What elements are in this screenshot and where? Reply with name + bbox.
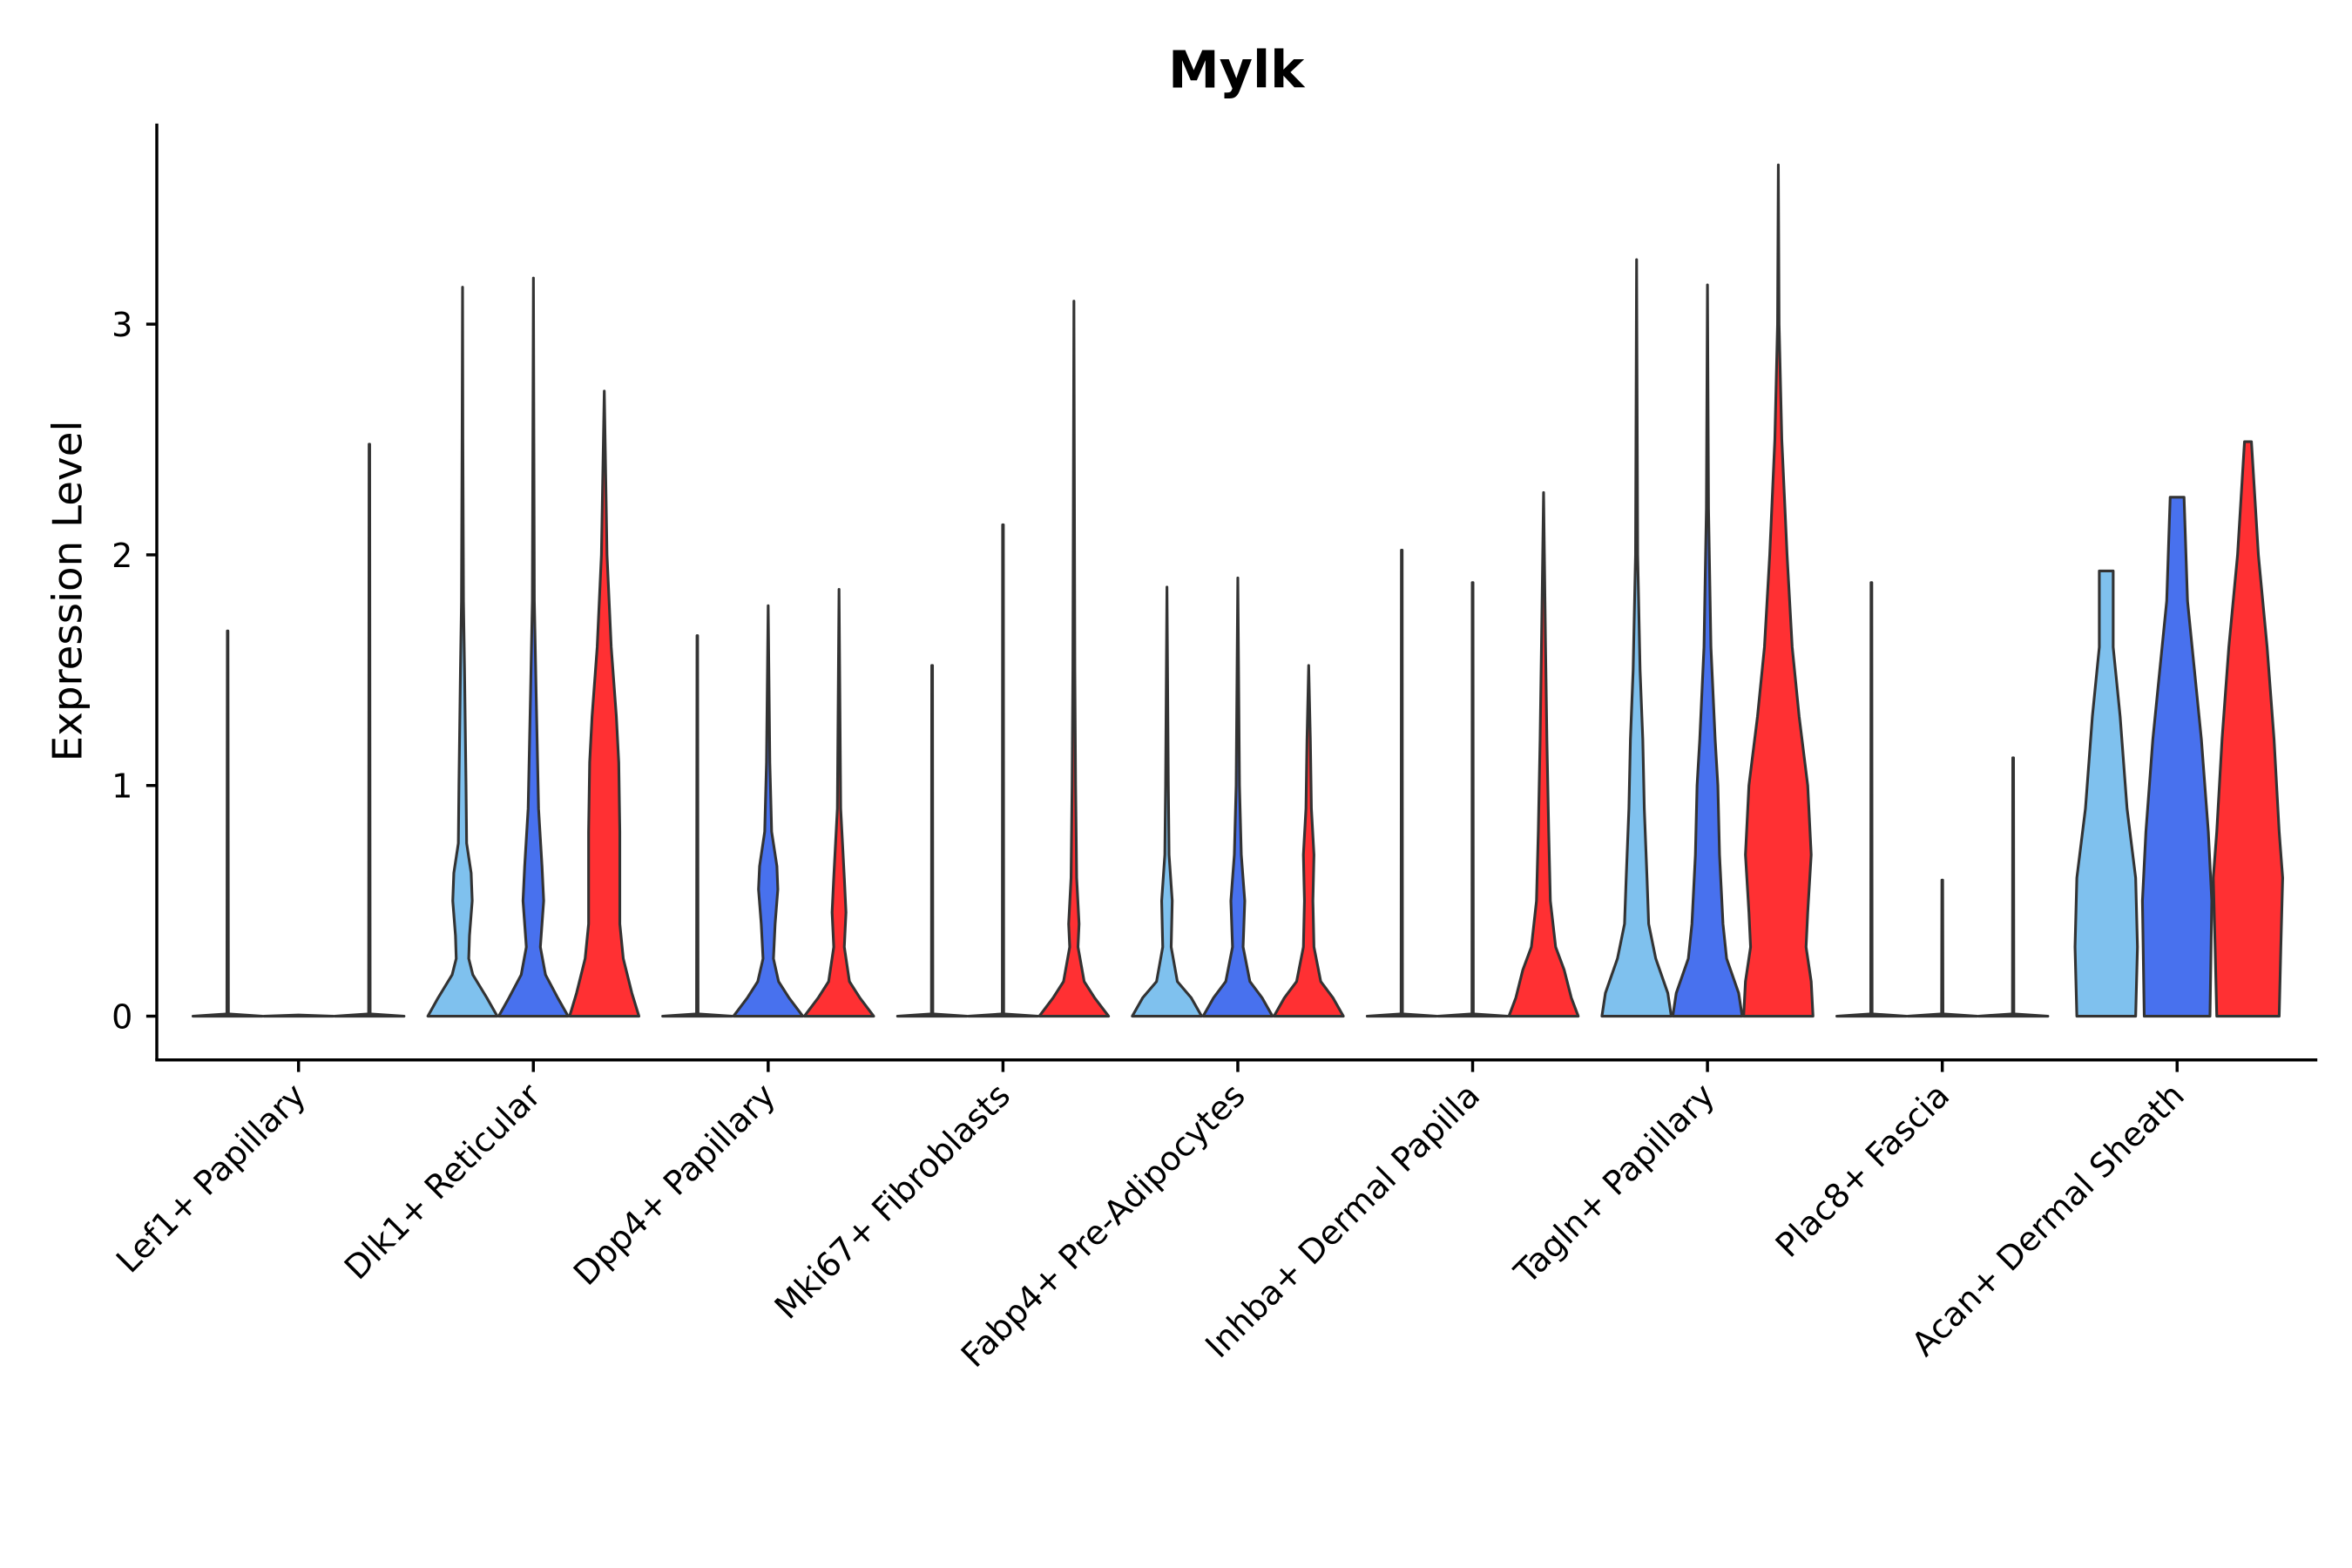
violin-lef1-papillary-1 xyxy=(191,629,264,1018)
y-tick-label: 0 xyxy=(112,997,132,1036)
violins-layer xyxy=(191,163,2284,1018)
x-tick-label: Lef1+ Papillary xyxy=(109,1076,313,1280)
x-tick-label: Inhba+ Dermal Papilla xyxy=(1198,1076,1487,1365)
y-tick-label: 1 xyxy=(112,767,132,806)
x-tick-label: Plac8+ Fascia xyxy=(1768,1076,1957,1265)
y-ticks: 0 1 2 3 xyxy=(112,306,157,1036)
violin-acan-dermal-sheath-3 xyxy=(2212,440,2284,1018)
violin-dpp4-papillary-3 xyxy=(802,588,875,1018)
y-axis-label: Expression Level xyxy=(44,421,91,762)
violin-fabp4-pre-adipocytes-3 xyxy=(1272,664,1345,1018)
violin-plac8-fascia-3 xyxy=(1977,756,2050,1018)
violin-fabp4-pre-adipocytes-2 xyxy=(1201,576,1274,1018)
violin-tagln-papillary-3 xyxy=(1742,163,1815,1018)
x-tick-label: Dpp4+ Papillary xyxy=(566,1076,783,1293)
violin-fabp4-pre-adipocytes-1 xyxy=(1131,585,1203,1018)
violin-plac8-fascia-2 xyxy=(1906,878,1979,1018)
violin-lef1-papillary-2 xyxy=(262,1013,335,1018)
x-tick-label: Mki67+ Fibroblasts xyxy=(767,1076,1017,1326)
violin-acan-dermal-sheath-2 xyxy=(2140,496,2213,1018)
x-tick-label: Tagln+ Papillary xyxy=(1506,1076,1722,1292)
violin-mki67-fibroblasts-1 xyxy=(896,664,969,1018)
violin-dlk1-reticular-3 xyxy=(568,389,641,1018)
y-tick-label: 3 xyxy=(112,306,132,344)
violin-dlk1-reticular-1 xyxy=(426,286,499,1018)
violin-mki67-fibroblasts-2 xyxy=(967,523,1039,1018)
violin-dlk1-reticular-2 xyxy=(497,276,570,1018)
violin-lef1-papillary-3 xyxy=(333,443,406,1018)
violin-inhba-dermal-papilla-1 xyxy=(1365,549,1438,1018)
violin-mki67-fibroblasts-3 xyxy=(1037,300,1111,1018)
violin-dpp4-papillary-1 xyxy=(661,634,733,1018)
x-tick-label: Acan+ Dermal Sheath xyxy=(1904,1076,2192,1363)
violin-inhba-dermal-papilla-2 xyxy=(1436,581,1509,1018)
y-tick-label: 2 xyxy=(112,537,132,575)
violin-tagln-papillary-1 xyxy=(1600,258,1673,1018)
violin-plac8-fascia-1 xyxy=(1835,581,1908,1018)
x-tick-label: Dlk1+ Reticular xyxy=(337,1076,548,1287)
violin-acan-dermal-sheath-1 xyxy=(2073,569,2139,1018)
violin-inhba-dermal-papilla-3 xyxy=(1507,490,1580,1018)
violin-tagln-papillary-2 xyxy=(1671,283,1744,1018)
axes xyxy=(155,123,2318,1062)
x-ticks: Lef1+ Papillary Dlk1+ Reticular Dpp4+ Papi… xyxy=(109,1059,2192,1375)
violin-dpp4-papillary-2 xyxy=(732,604,805,1018)
chart-title: Mylk xyxy=(1168,39,1306,99)
